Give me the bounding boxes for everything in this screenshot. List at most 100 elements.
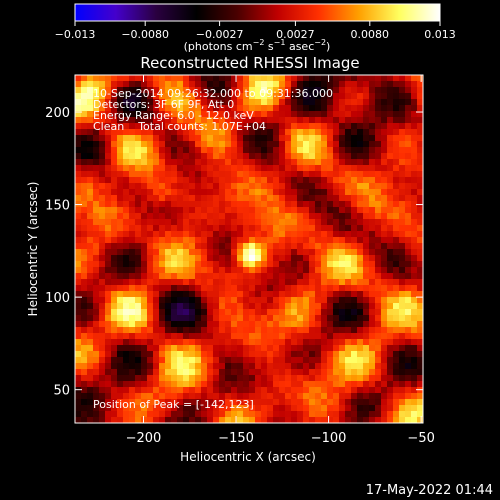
annotation-peak-position: Position of Peak = [-142,123]: [93, 398, 254, 411]
heatmap-cell: [273, 75, 280, 82]
heatmap-cell: [411, 333, 418, 340]
heatmap-cell: [327, 405, 334, 412]
heatmap-cell: [387, 159, 394, 166]
heatmap-cell: [279, 297, 286, 304]
heatmap-cell: [141, 393, 148, 400]
heatmap-cell: [327, 327, 334, 334]
heatmap-cell: [189, 351, 196, 358]
heatmap-cell: [399, 369, 406, 376]
heatmap-cell: [315, 237, 322, 244]
heatmap-cell: [153, 375, 160, 382]
heatmap-cell: [153, 183, 160, 190]
heatmap-cell: [381, 93, 388, 100]
heatmap-cell: [87, 363, 94, 370]
heatmap-cell: [75, 381, 82, 388]
heatmap-cell: [375, 297, 382, 304]
heatmap-cell: [333, 165, 340, 172]
heatmap-cell: [381, 87, 388, 94]
heatmap-cell: [135, 75, 142, 82]
heatmap-cell: [363, 201, 370, 208]
heatmap-cell: [123, 93, 130, 100]
heatmap-cell: [369, 105, 376, 112]
heatmap-cell: [333, 75, 340, 82]
heatmap-cell: [381, 327, 388, 334]
heatmap-cell: [87, 333, 94, 340]
heatmap-cell: [285, 129, 292, 136]
heatmap-cell: [75, 363, 82, 370]
heatmap-cell: [99, 357, 106, 364]
heatmap-cell: [171, 171, 178, 178]
heatmap-cell: [129, 405, 136, 412]
heatmap-cell: [237, 93, 244, 100]
heatmap-cell: [261, 381, 268, 388]
heatmap-cell: [315, 327, 322, 334]
heatmap-cell: [375, 201, 382, 208]
heatmap-cell: [363, 87, 370, 94]
heatmap-cell: [141, 105, 148, 112]
heatmap-cell: [237, 375, 244, 382]
heatmap-cell: [297, 327, 304, 334]
heatmap-cell: [393, 177, 400, 184]
heatmap-cell: [417, 249, 423, 256]
heatmap-cell: [87, 183, 94, 190]
heatmap-cell: [135, 201, 142, 208]
heatmap-cell: [195, 375, 202, 382]
heatmap-cell: [105, 327, 112, 334]
heatmap-cell: [363, 297, 370, 304]
heatmap-cell: [171, 237, 178, 244]
heatmap-cell: [357, 279, 364, 286]
heatmap-cell: [135, 141, 142, 148]
heatmap-cell: [285, 255, 292, 262]
heatmap-cell: [207, 255, 214, 262]
heatmap-cell: [357, 225, 364, 232]
heatmap-cell: [333, 141, 340, 148]
heatmap-cell: [93, 147, 100, 154]
heatmap-cell: [165, 411, 172, 418]
heatmap-cell: [267, 117, 274, 124]
heatmap-cell: [177, 159, 184, 166]
heatmap-cell: [345, 315, 352, 322]
heatmap-cell: [297, 177, 304, 184]
heatmap-cell: [369, 303, 376, 310]
heatmap-cell: [351, 231, 358, 238]
heatmap-cell: [369, 405, 376, 412]
heatmap-cell: [231, 339, 238, 346]
heatmap-cell: [351, 405, 358, 412]
heatmap-cell: [81, 87, 88, 94]
heatmap-cell: [111, 189, 118, 196]
heatmap-cell: [93, 177, 100, 184]
heatmap-cell: [303, 255, 310, 262]
heatmap-cell: [405, 201, 412, 208]
heatmap-cell: [297, 141, 304, 148]
heatmap-cell: [339, 285, 346, 292]
heatmap-cell: [375, 303, 382, 310]
heatmap-cell: [153, 207, 160, 214]
heatmap-cell: [159, 405, 166, 412]
heatmap-cell: [357, 339, 364, 346]
heatmap-cell: [213, 357, 220, 364]
heatmap-cell: [219, 225, 226, 232]
heatmap-cell: [369, 387, 376, 394]
heatmap-cell: [393, 99, 400, 106]
heatmap-cell: [111, 213, 118, 220]
heatmap-cell: [165, 297, 172, 304]
heatmap-cell: [231, 99, 238, 106]
heatmap-cell: [303, 327, 310, 334]
heatmap-cell: [213, 393, 220, 400]
heatmap-cell: [201, 363, 208, 370]
heatmap-cell: [117, 411, 124, 418]
heatmap-cell: [237, 213, 244, 220]
heatmap-cell: [111, 255, 118, 262]
heatmap-cell: [363, 249, 370, 256]
heatmap-cell: [267, 387, 274, 394]
heatmap-cell: [153, 339, 160, 346]
heatmap-cell: [129, 99, 136, 106]
heatmap-cell: [381, 105, 388, 112]
heatmap-cell: [213, 177, 220, 184]
heatmap-cell: [195, 231, 202, 238]
heatmap-cell: [303, 345, 310, 352]
heatmap-cell: [381, 153, 388, 160]
heatmap-cell: [201, 207, 208, 214]
heatmap-cell: [147, 81, 154, 88]
heatmap-cell: [387, 315, 394, 322]
